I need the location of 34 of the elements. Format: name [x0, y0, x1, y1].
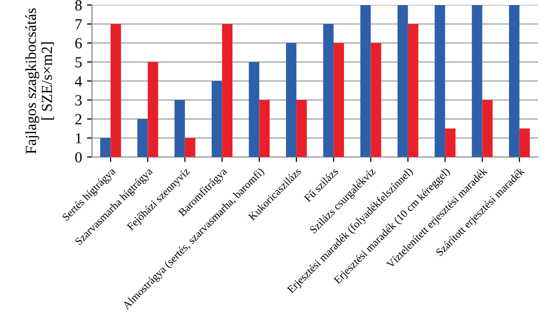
y-tick-label: 8	[75, 0, 82, 10]
y-axis-title: Fajlagos szagkibocsátás [ SZE/s×m2]	[25, 8, 54, 154]
y-tick-label: 5	[76, 57, 82, 68]
bar	[334, 43, 344, 157]
bar	[445, 128, 456, 157]
bar	[296, 100, 307, 157]
bar	[472, 5, 482, 157]
bar	[519, 128, 530, 157]
bar	[408, 24, 418, 157]
bar	[148, 62, 158, 157]
bar	[323, 24, 334, 157]
bar	[482, 100, 493, 157]
bar	[509, 5, 520, 157]
y-tick-label: 4	[74, 76, 82, 86]
bar	[259, 100, 270, 157]
bar	[360, 5, 371, 157]
bar	[174, 100, 185, 157]
bar	[222, 24, 232, 157]
y-tick-label: 1	[76, 133, 82, 144]
bar	[100, 138, 111, 157]
bar	[434, 5, 446, 157]
y-tick-label: 7	[76, 19, 82, 30]
bar	[398, 5, 408, 157]
y-tick-label: 2	[75, 114, 82, 124]
bar	[248, 62, 260, 157]
y-tick-label: 3	[75, 95, 82, 106]
bar	[184, 138, 196, 157]
bar	[370, 43, 382, 157]
y-tick-label: 0	[75, 152, 82, 162]
bar	[110, 24, 121, 157]
bar	[286, 43, 296, 157]
bar	[137, 119, 148, 157]
bar	[212, 81, 222, 157]
y-tick-label: 6	[75, 38, 82, 48]
